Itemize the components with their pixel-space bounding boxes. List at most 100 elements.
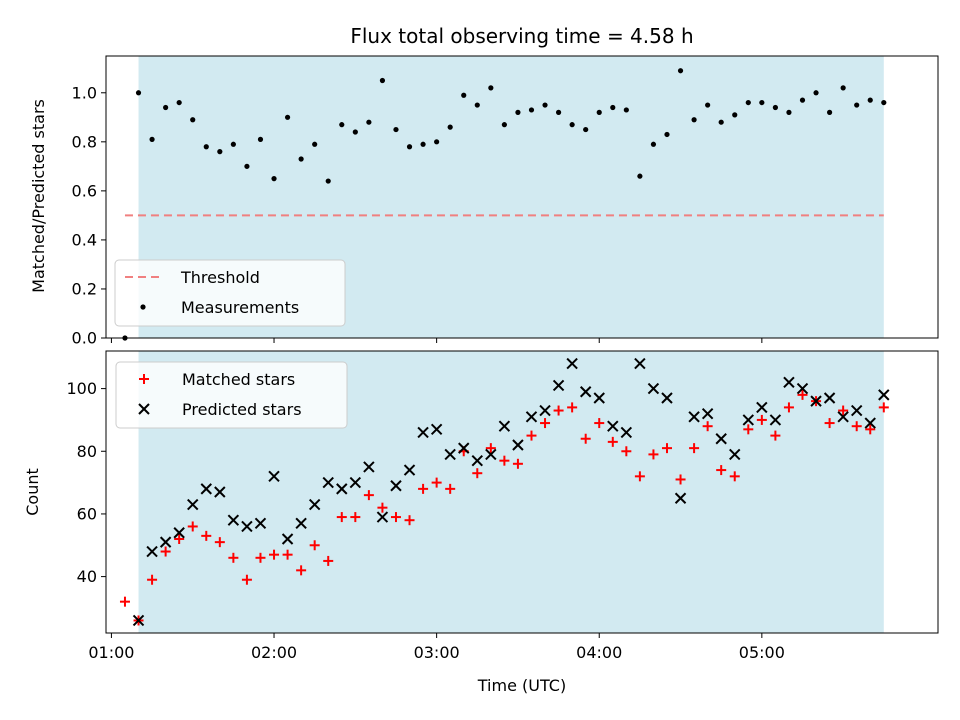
matched-star-marker: [485, 443, 496, 454]
measurement-point: [555, 109, 562, 115]
matched-star-marker: [499, 455, 510, 466]
matched-star-marker: [878, 402, 889, 413]
predicted-star-marker: [512, 439, 524, 451]
measurement-point: [352, 129, 358, 135]
matched-star-marker: [716, 465, 727, 476]
predicted-star-marker: [634, 357, 646, 370]
bottom-panel: 40 60 80 100 01:00 02:00 03:00 04:00 05:00 Matche…: [66, 350, 939, 662]
predicted-star-marker: [539, 404, 551, 417]
predicted-star-marker: [783, 376, 795, 389]
measurement-point: [312, 141, 318, 147]
measurement-point: [257, 136, 264, 142]
measurement-point: [569, 122, 575, 128]
measurement-point: [596, 109, 602, 115]
x-tick-label: 04:00: [576, 643, 622, 662]
measurement-point: [366, 119, 372, 125]
matched-star-marker: [797, 389, 808, 400]
top-panel: 0.0 0.2 0.4 0.6 0.8 1.0 Threshold Measurements: [72, 55, 939, 348]
predicted-star-marker: [336, 483, 348, 495]
y-tick-label: 1.0: [72, 83, 97, 102]
matched-star-marker: [702, 421, 713, 432]
axes-frame: [105, 350, 939, 634]
predicted-star-marker: [390, 480, 402, 492]
matched-star-marker: [540, 418, 551, 429]
measurement-point: [447, 124, 453, 130]
predicted-star-marker: [742, 414, 755, 426]
legend-dot-key: [140, 304, 146, 310]
measurement-point: [759, 99, 765, 106]
y-tick-label: 0.0: [72, 329, 97, 348]
matched-star-marker: [282, 549, 293, 560]
matched-star-marker: [756, 414, 767, 425]
measurement-point: [583, 126, 589, 133]
matched-star-marker: [607, 436, 618, 447]
measurement-point: [867, 97, 873, 103]
x-tick-label: 01:00: [88, 643, 134, 662]
matched-star-marker: [323, 555, 334, 566]
predicted-star-marker: [132, 614, 145, 627]
matched-star-marker: [296, 565, 307, 576]
measurement-point: [799, 97, 806, 103]
measurement-point: [718, 119, 724, 125]
predicted-star-marker: [729, 448, 741, 461]
measurement-point: [501, 122, 507, 128]
measurement-point: [217, 149, 223, 155]
chart-title: Flux total observing time = 4.58 h: [350, 24, 693, 48]
legend: Matched stars Predicted stars: [115, 361, 348, 429]
measurement-point: [271, 176, 277, 182]
predicted-star-marker: [403, 464, 416, 476]
measurement-point: [149, 136, 155, 142]
y-tick-label: 0.8: [72, 132, 97, 151]
y-tick-label: 0.4: [72, 230, 97, 249]
predicted-star-marker: [796, 382, 809, 395]
measurement-point: [637, 173, 643, 179]
measurement-point: [284, 114, 291, 120]
predicted-star-marker: [688, 411, 700, 423]
measurement-point: [298, 156, 304, 162]
matched-star-marker: [418, 483, 429, 494]
y-tick-label: 60: [77, 504, 97, 523]
predicted-star-marker: [837, 411, 849, 423]
matched-star-marker: [512, 458, 523, 469]
predicted-star-marker: [349, 476, 362, 489]
measurement-point: [434, 139, 440, 145]
matched-star-marker: [269, 549, 280, 560]
matched-star-marker: [675, 474, 686, 485]
measurement-point: [203, 144, 209, 150]
bottom-y-axis-label: Count: [23, 468, 42, 516]
measurement-point: [163, 104, 169, 111]
measurement-point: [705, 102, 711, 108]
measurement-point: [190, 117, 196, 123]
measurement-point: [420, 141, 426, 147]
predicted-star-marker: [281, 533, 294, 545]
predicted-star-marker: [864, 417, 876, 429]
predicted-star-marker: [159, 536, 172, 548]
measurement-point: [393, 126, 399, 133]
matched-star-marker: [553, 405, 564, 416]
matched-star-marker: [363, 490, 374, 501]
matched-star-marker: [377, 502, 388, 513]
x-tick-label: 02:00: [251, 643, 297, 662]
legend-x-key: [138, 403, 150, 415]
predicted-star-marker: [525, 411, 538, 423]
matched-star-marker: [147, 574, 158, 585]
matched-star-marker: [743, 424, 754, 435]
predicted-star-marker: [498, 420, 511, 432]
measurement-point: [745, 99, 751, 106]
matched-star-marker: [350, 512, 361, 523]
matched-star-marker: [865, 424, 876, 435]
matched-star-marker: [729, 471, 740, 482]
measurement-point: [339, 122, 345, 128]
predicted-star-marker: [430, 423, 443, 436]
measurement-point: [488, 85, 494, 91]
predicted-star-marker: [566, 357, 578, 370]
matched-star-marker: [851, 421, 862, 432]
measurement-point: [813, 90, 819, 96]
matched-star-marker: [241, 574, 252, 585]
matched-star-marker: [404, 515, 415, 526]
predicted-star-marker: [769, 414, 782, 426]
measurement-point: [176, 99, 182, 106]
predicted-star-marker: [173, 527, 185, 539]
measurement-point: [406, 144, 413, 150]
matched-star-marker: [621, 446, 632, 457]
